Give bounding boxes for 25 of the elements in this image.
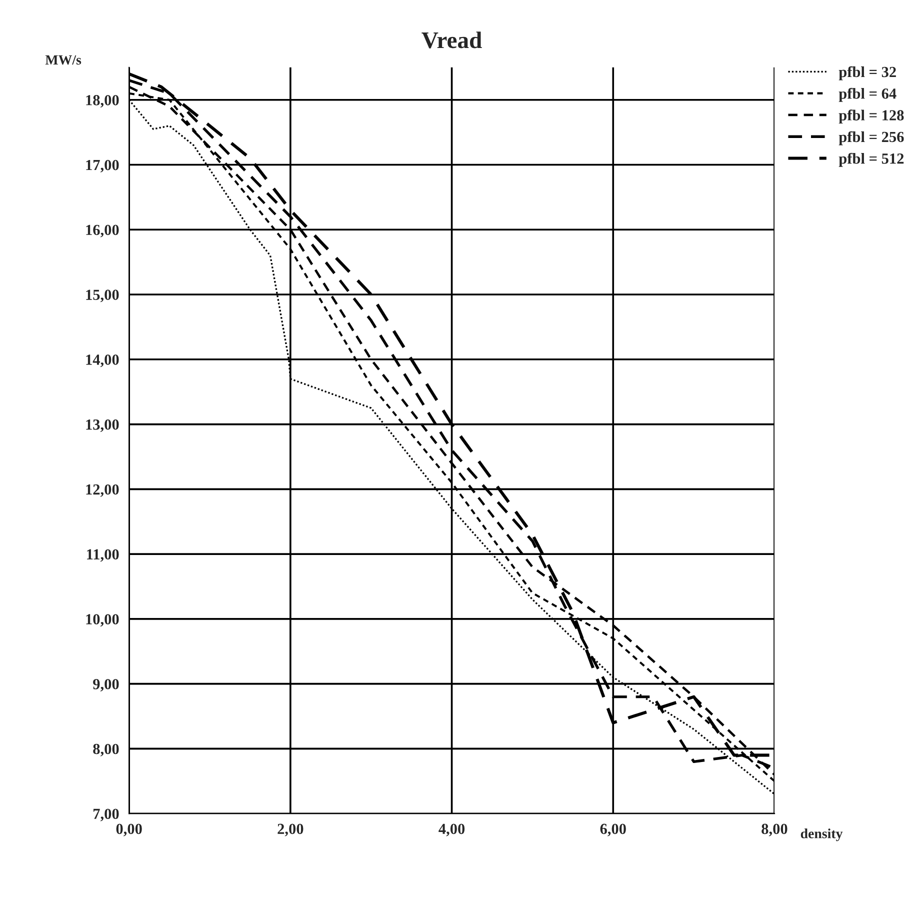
y-tick-label: 14,00 — [86, 354, 119, 368]
y-tick-label: 16,00 — [86, 224, 119, 238]
legend-label: pfbl = 32 — [838, 66, 896, 80]
y-tick-label: 13,00 — [86, 419, 119, 432]
y-tick-label: 7,00 — [93, 808, 119, 822]
legend-label: pfbl = 64 — [838, 88, 896, 102]
y-tick-label: 15,00 — [86, 290, 119, 302]
y-tick-label: 9,00 — [93, 678, 119, 692]
x-axis-title: density — [800, 828, 843, 842]
chart-title: Vread — [422, 32, 482, 48]
x-tick-label: 4,00 — [438, 824, 465, 836]
y-tick-label: 18,00 — [86, 95, 119, 108]
legend-label: pfbl = 128 — [838, 110, 904, 124]
y-tick-label: 10,00 — [86, 614, 119, 627]
y-tick-label: 17,00 — [86, 160, 119, 172]
y-tick-label: 11,00 — [87, 549, 119, 562]
x-tick-label: 2,00 — [278, 824, 304, 836]
legend-label: pfbl = 512 — [838, 152, 904, 167]
y-tick-label: 12,00 — [86, 484, 119, 497]
x-tick-label: 0,00 — [116, 824, 142, 836]
x-tick-label: 6,00 — [600, 824, 626, 836]
y-tick-label: 8,00 — [93, 744, 119, 756]
x-tick-label: 8,00 — [762, 824, 788, 836]
legend-label: pfbl = 256 — [838, 131, 904, 146]
y-axis-title: MW/s — [45, 55, 82, 65]
